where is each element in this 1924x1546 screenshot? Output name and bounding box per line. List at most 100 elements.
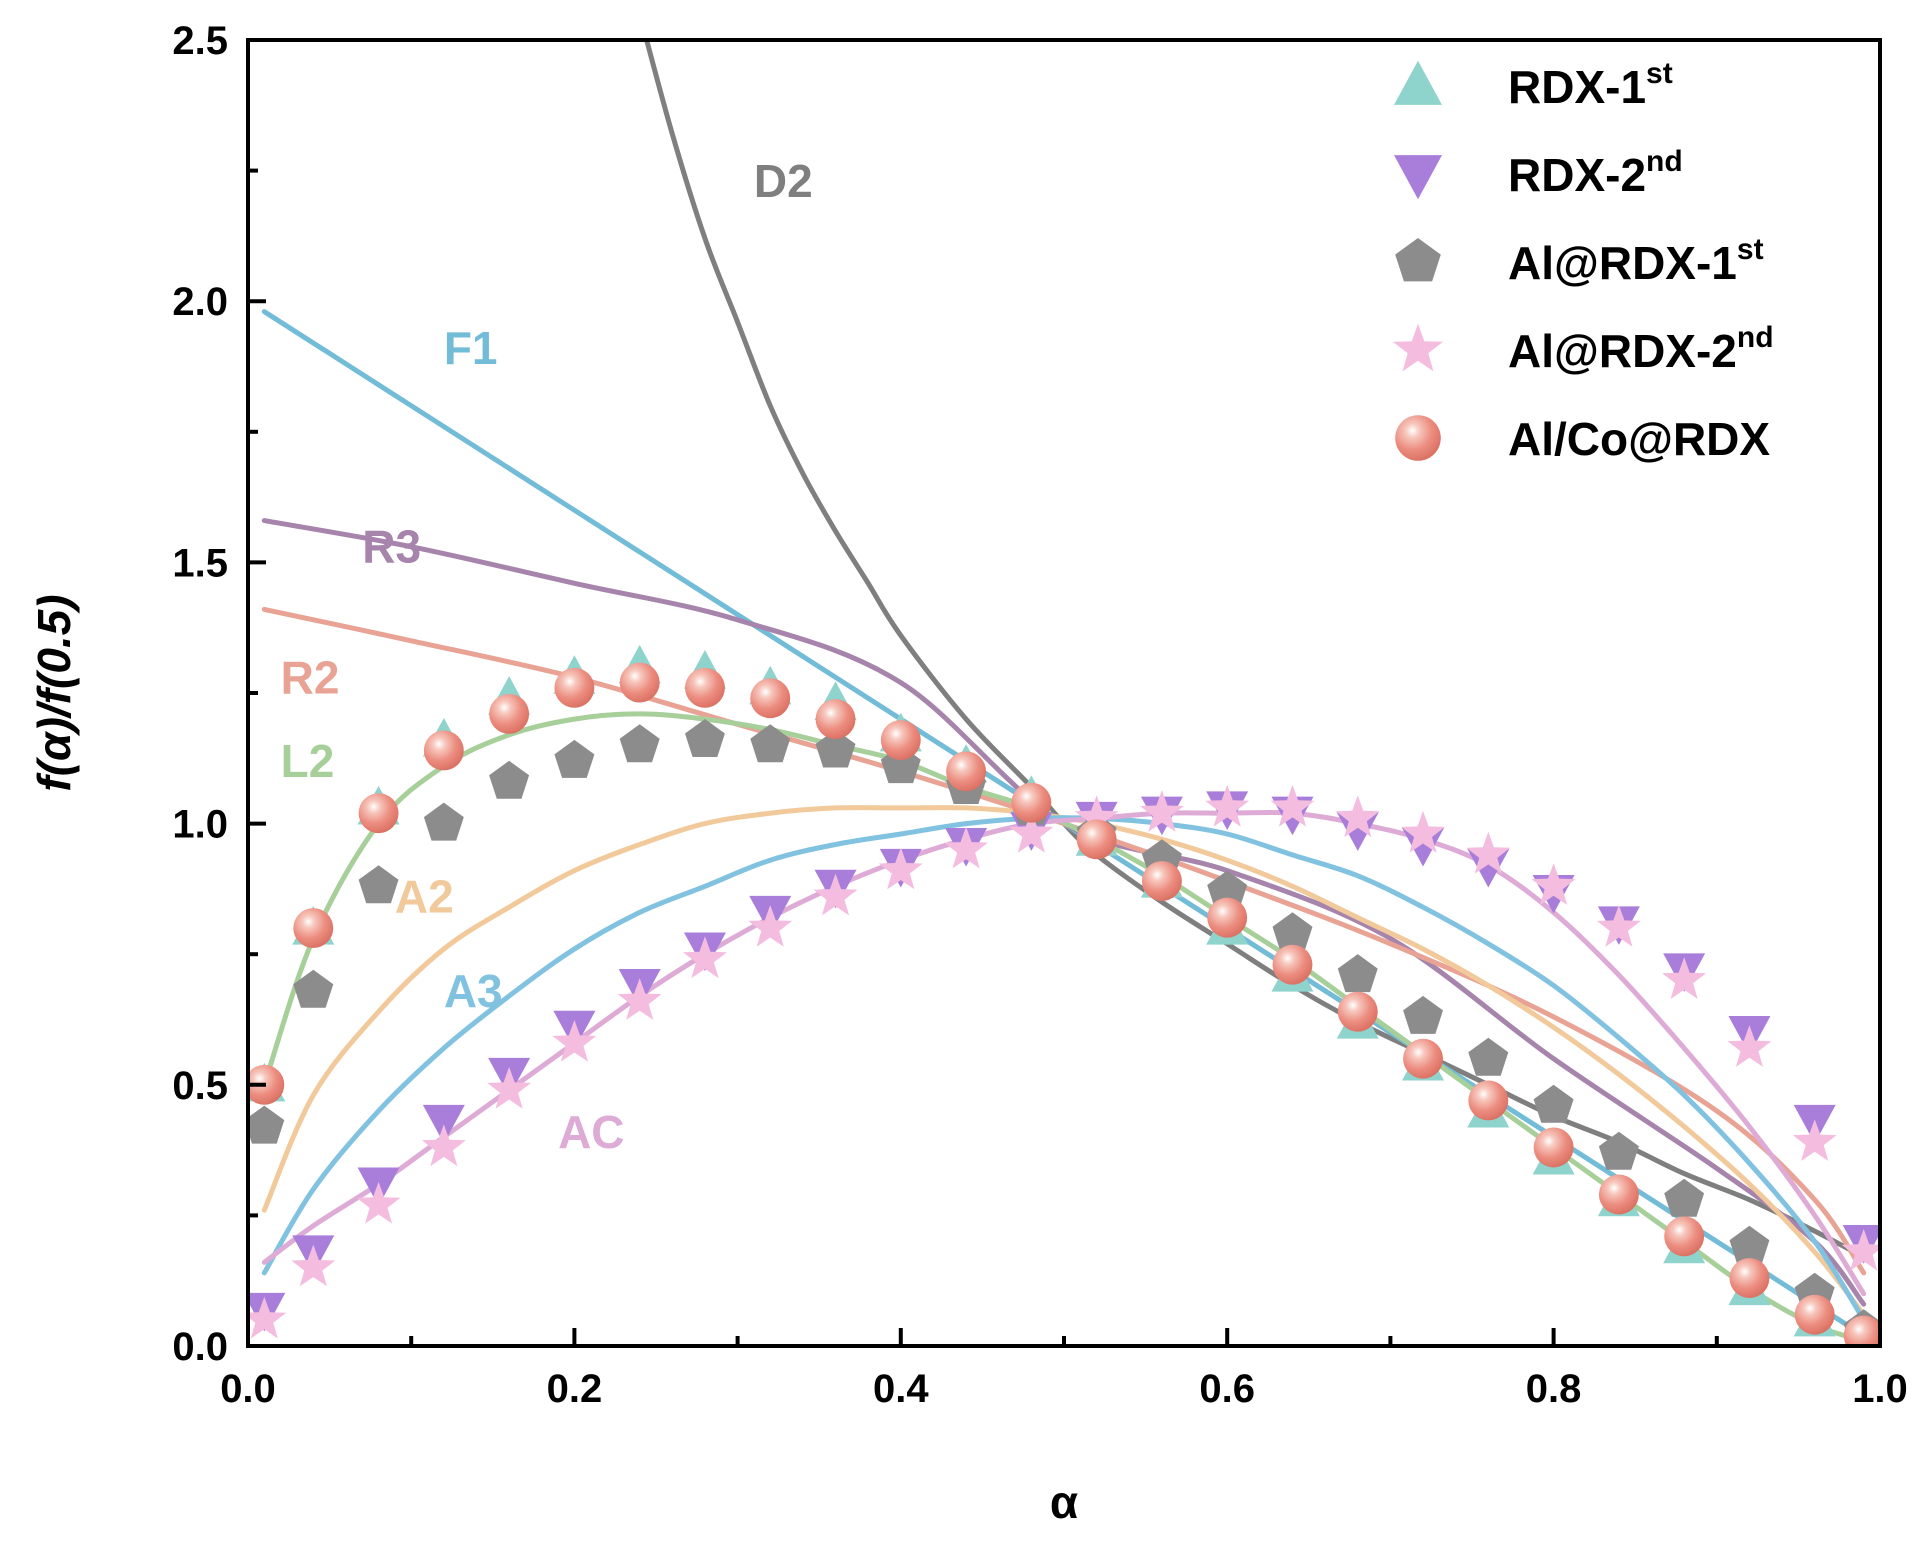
point-al-co-rdx — [1533, 1127, 1574, 1168]
legend-marker-al-rdx-1-st — [1395, 238, 1441, 282]
x-tick-label: 0.4 — [873, 1367, 929, 1411]
y-tick-label: 2.0 — [172, 280, 228, 324]
axes: 0.0 0.2 0.4 0.6 0.8 1.0 0.0 0.5 1.0 1.5 2.0 2.5 α f(α… — [28, 19, 1908, 1528]
point-al-co-rdx — [1664, 1216, 1705, 1257]
legend-marker-al-rdx-2-nd — [1392, 323, 1444, 372]
x-axis-title: α — [1050, 1476, 1078, 1528]
point-al-rdx-2-nd — [1596, 905, 1641, 947]
point-al-co-rdx — [685, 667, 725, 708]
legend-item-rdx-1-st: RDX-1st — [1394, 57, 1673, 113]
curve-label-r2: R2 — [281, 651, 340, 703]
point-al-rdx-2-nd — [1140, 790, 1184, 832]
point-rdx-2-nd — [1402, 827, 1445, 867]
series-al-rdx-1-st — [248, 719, 1880, 1346]
point-rdx-2-nd — [1467, 848, 1510, 888]
point-al-co-rdx — [1141, 861, 1182, 902]
point-al-rdx-1-st — [685, 719, 725, 757]
point-al-rdx-2-nd — [944, 826, 988, 869]
point-al-rdx-2-nd — [813, 873, 858, 916]
legend-label-rdx-2-nd: RDX-2nd — [1508, 145, 1683, 201]
point-al-rdx-2-nd — [1205, 784, 1250, 827]
point-al-rdx-1-st — [554, 739, 595, 778]
x-tick-label: 0.0 — [220, 1367, 276, 1411]
y-tick-label: 0.5 — [172, 1064, 228, 1108]
y-tick-label: 1.5 — [172, 541, 228, 585]
legend: RDX-1st RDX-2nd Al@RDX-1st Al@RDX-2nd Al/Co@… — [1392, 57, 1774, 465]
point-al-rdx-1-st — [1664, 1178, 1705, 1217]
point-al-co-rdx — [1729, 1258, 1770, 1299]
point-al-rdx-2-nd — [1531, 863, 1576, 905]
legend-label-al-rdx-2-nd: Al@RDX-2nd — [1508, 321, 1774, 377]
point-al-rdx-1-st — [1598, 1131, 1639, 1170]
point-al-rdx-2-nd — [248, 1296, 287, 1339]
point-al-co-rdx — [750, 678, 791, 719]
point-al-rdx-2-nd — [1074, 795, 1119, 838]
point-al-rdx-2-nd — [1841, 1228, 1880, 1271]
point-al-rdx-2-nd — [1792, 1119, 1837, 1161]
point-al-co-rdx — [1337, 991, 1378, 1032]
point-al-rdx-2-nd — [421, 1124, 466, 1167]
series-al-rdx-2-nd — [248, 784, 1880, 1339]
point-rdx-2-nd — [1336, 812, 1379, 851]
point-al-rdx-1-st — [619, 724, 660, 763]
point-al-rdx-1-st — [1272, 912, 1313, 951]
curve-d2 — [644, 40, 1867, 1260]
legend-marker-rdx-1-st — [1394, 60, 1442, 105]
point-al-co-rdx — [880, 720, 921, 760]
point-al-rdx-1-st — [815, 729, 856, 768]
point-al-rdx-2-nd — [487, 1066, 532, 1109]
legend-item-al-co-rdx: Al/Co@RDX — [1395, 413, 1770, 465]
curve-l2 — [261, 711, 1867, 1344]
point-al-rdx-1-st — [1533, 1084, 1574, 1123]
point-al-rdx-2-nd — [1270, 784, 1315, 827]
point-al-co-rdx — [619, 662, 660, 703]
point-al-rdx-2-nd — [683, 936, 727, 979]
legend-marker-rdx-2-nd — [1394, 155, 1442, 200]
point-al-co-rdx — [489, 693, 530, 734]
point-al-rdx-2-nd — [617, 978, 662, 1020]
legend-label-rdx-1-st: RDX-1st — [1508, 57, 1673, 113]
point-al-rdx-1-st — [1403, 995, 1443, 1034]
point-al-co-rdx — [1598, 1174, 1639, 1215]
legend-label-al-rdx-1-st: Al@RDX-1st — [1508, 233, 1764, 289]
legend-item-al-rdx-2-nd: Al@RDX-2nd — [1392, 321, 1774, 377]
point-al-co-rdx — [358, 793, 399, 834]
point-al-co-rdx — [1272, 944, 1313, 985]
point-al-rdx-2-nd — [1466, 831, 1511, 874]
y-axis-title: f(α)/f(0.5) — [28, 594, 80, 791]
point-al-rdx-1-st — [248, 1105, 285, 1144]
point-al-rdx-1-st — [1207, 870, 1248, 909]
series-al-co-rdx — [248, 662, 1880, 1346]
point-al-co-rdx — [1076, 819, 1117, 860]
point-al-rdx-2-nd — [878, 847, 923, 890]
point-al-rdx-2-nd — [748, 905, 793, 947]
legend-marker-al-co-rdx — [1395, 415, 1441, 461]
point-al-rdx-2-nd — [1727, 1025, 1772, 1067]
curve-label-f1: F1 — [444, 322, 498, 374]
legend-item-rdx-2-nd: RDX-2nd — [1394, 145, 1683, 201]
point-al-co-rdx — [554, 667, 595, 708]
legend-item-al-rdx-1-st: Al@RDX-1st — [1395, 233, 1764, 289]
point-al-co-rdx — [815, 699, 856, 740]
point-al-co-rdx — [946, 751, 987, 792]
curve-label-r3: R3 — [362, 521, 421, 573]
point-al-co-rdx — [1403, 1038, 1443, 1079]
point-al-rdx-1-st — [750, 724, 791, 763]
point-al-rdx-2-nd — [356, 1181, 401, 1224]
x-tick-label: 0.2 — [547, 1367, 603, 1411]
point-al-rdx-2-nd — [1401, 810, 1445, 853]
point-al-rdx-1-st — [358, 865, 399, 904]
point-al-rdx-2-nd — [552, 1019, 597, 1062]
point-al-co-rdx — [1011, 782, 1052, 823]
curve-label-d2: D2 — [754, 155, 813, 207]
x-tick-label: 0.6 — [1199, 1367, 1255, 1411]
curve-label-ac: AC — [558, 1106, 624, 1158]
point-al-co-rdx — [1468, 1080, 1509, 1121]
point-al-co-rdx — [248, 1064, 285, 1105]
legend-label-al-co-rdx: Al/Co@RDX — [1508, 413, 1770, 465]
point-al-rdx-1-st — [423, 802, 464, 841]
point-al-rdx-1-st — [1468, 1037, 1509, 1076]
curve-label-a3: A3 — [444, 965, 503, 1017]
y-tick-label: 0.0 — [172, 1325, 228, 1369]
